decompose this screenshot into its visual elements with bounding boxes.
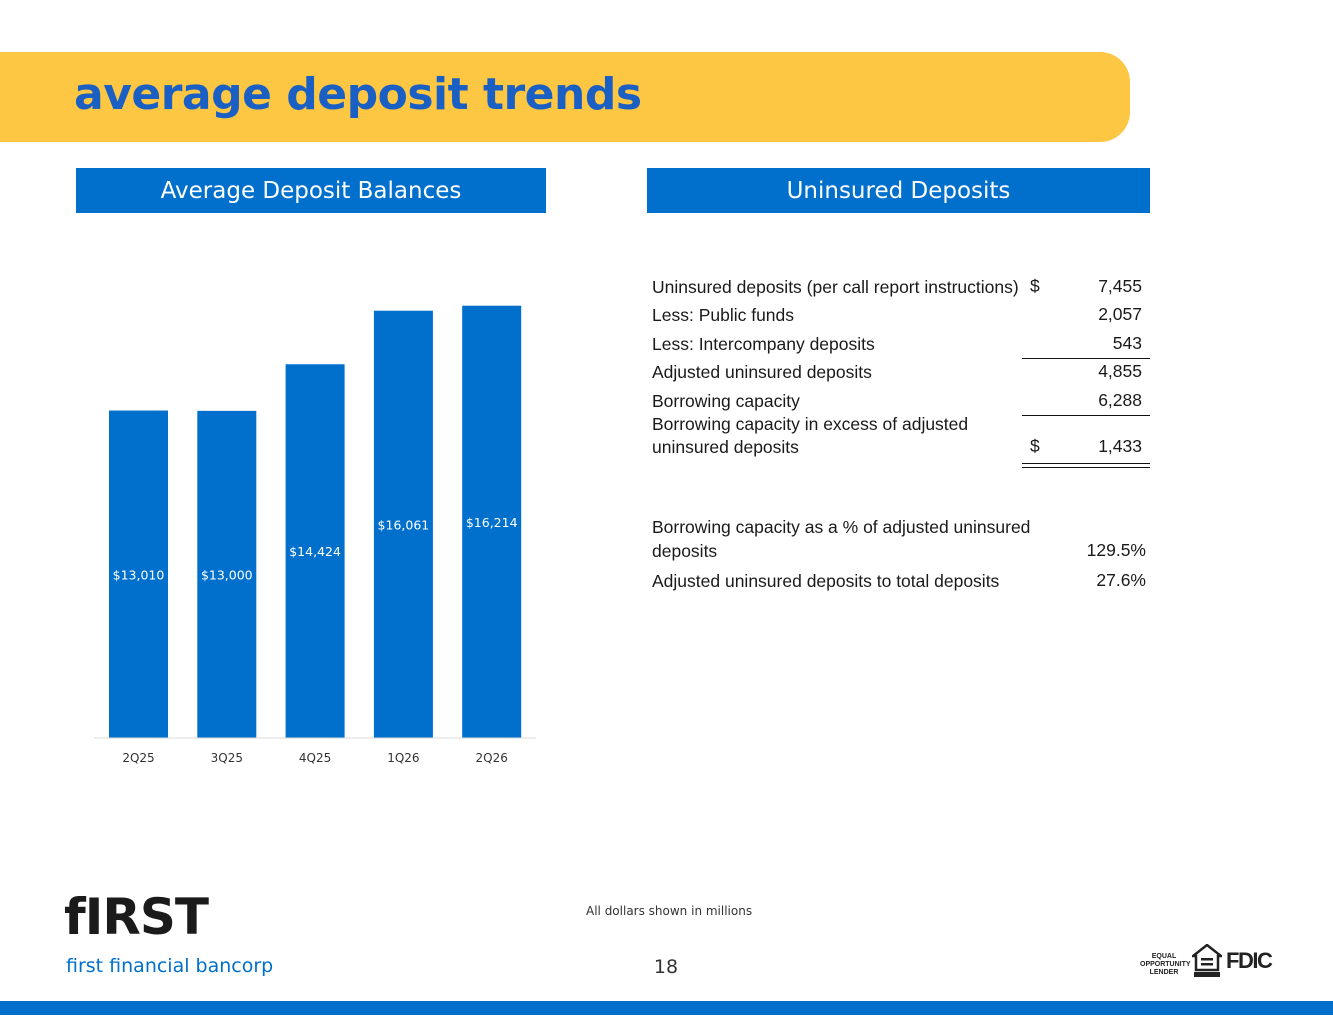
row-label: Less: Public funds — [652, 305, 795, 325]
subtotal-rule — [1022, 415, 1150, 416]
company-logo: fIRST — [64, 888, 209, 946]
row-value: 4,855 — [1098, 361, 1142, 381]
row-value: 129.5% — [1086, 540, 1146, 560]
row-label: Adjusted uninsured deposits to total dep… — [652, 571, 1000, 591]
row-label: uninsured deposits — [652, 437, 799, 457]
row-value: 7,455 — [1098, 276, 1142, 296]
title-banner — [0, 52, 1130, 142]
row-currency: $ — [1030, 276, 1040, 296]
page-number: 18 — [653, 956, 679, 978]
bar-2Q26 — [462, 305, 522, 738]
x-tick-label: 2Q26 — [476, 751, 508, 765]
row-value: 6,288 — [1098, 390, 1142, 410]
row-label: Borrowing capacity in excess of adjusted — [652, 414, 969, 434]
row-value: 1,433 — [1098, 436, 1142, 456]
row-label: Less: Intercompany deposits — [652, 334, 875, 354]
bar-2Q25 — [109, 410, 168, 738]
bar-1Q26 — [373, 310, 433, 738]
row-value: 2,057 — [1098, 304, 1142, 324]
row-label: Uninsured deposits (per call report inst… — [652, 277, 1019, 297]
data-label: $13,000 — [201, 567, 253, 582]
x-tick-label: 2Q25 — [122, 751, 154, 765]
x-tick-label: 4Q25 — [299, 751, 331, 765]
company-name: first financial bancorp — [66, 955, 274, 977]
row-label: Borrowing capacity as a % of adjusted un… — [652, 517, 1031, 537]
x-tick-label: 3Q25 — [211, 751, 243, 765]
data-label: $14,424 — [289, 544, 341, 559]
x-tick-label: 1Q26 — [387, 751, 419, 765]
subtotal-rule — [1022, 358, 1150, 359]
row-value: 27.6% — [1096, 570, 1146, 590]
bottom-accent-bar — [0, 1001, 1333, 1015]
row-currency: $ — [1030, 436, 1040, 456]
uninsured-deposits-header: Uninsured Deposits — [647, 168, 1150, 213]
data-label: $13,010 — [113, 567, 165, 582]
row-label: deposits — [652, 541, 718, 561]
equal-housing-lender-icon — [1192, 944, 1222, 977]
bar-4Q25 — [285, 364, 345, 738]
data-label: $16,061 — [378, 517, 430, 532]
footnote: All dollars shown in millions — [586, 904, 753, 918]
row-value: 543 — [1112, 333, 1142, 353]
data-label: $16,214 — [466, 515, 518, 530]
total-double-rule — [1022, 467, 1150, 468]
total-double-rule — [1022, 463, 1150, 464]
fdic-logo: FDIC — [1226, 948, 1273, 973]
average-deposit-balances-header: Average Deposit Balances — [76, 168, 546, 213]
row-label: Borrowing capacity — [652, 391, 800, 411]
deposit-balance-chart: $13,010 2Q25 $13,000 3Q25 $14,424 4Q25 $16,061… — [94, 305, 536, 765]
row-label: Adjusted uninsured deposits — [652, 362, 872, 382]
equal-opportunity-lender-text: EQUAL OPPORTUNITY LENDER — [1140, 953, 1191, 976]
page-title: average deposit trends — [74, 69, 642, 120]
bar-3Q25 — [197, 410, 257, 738]
